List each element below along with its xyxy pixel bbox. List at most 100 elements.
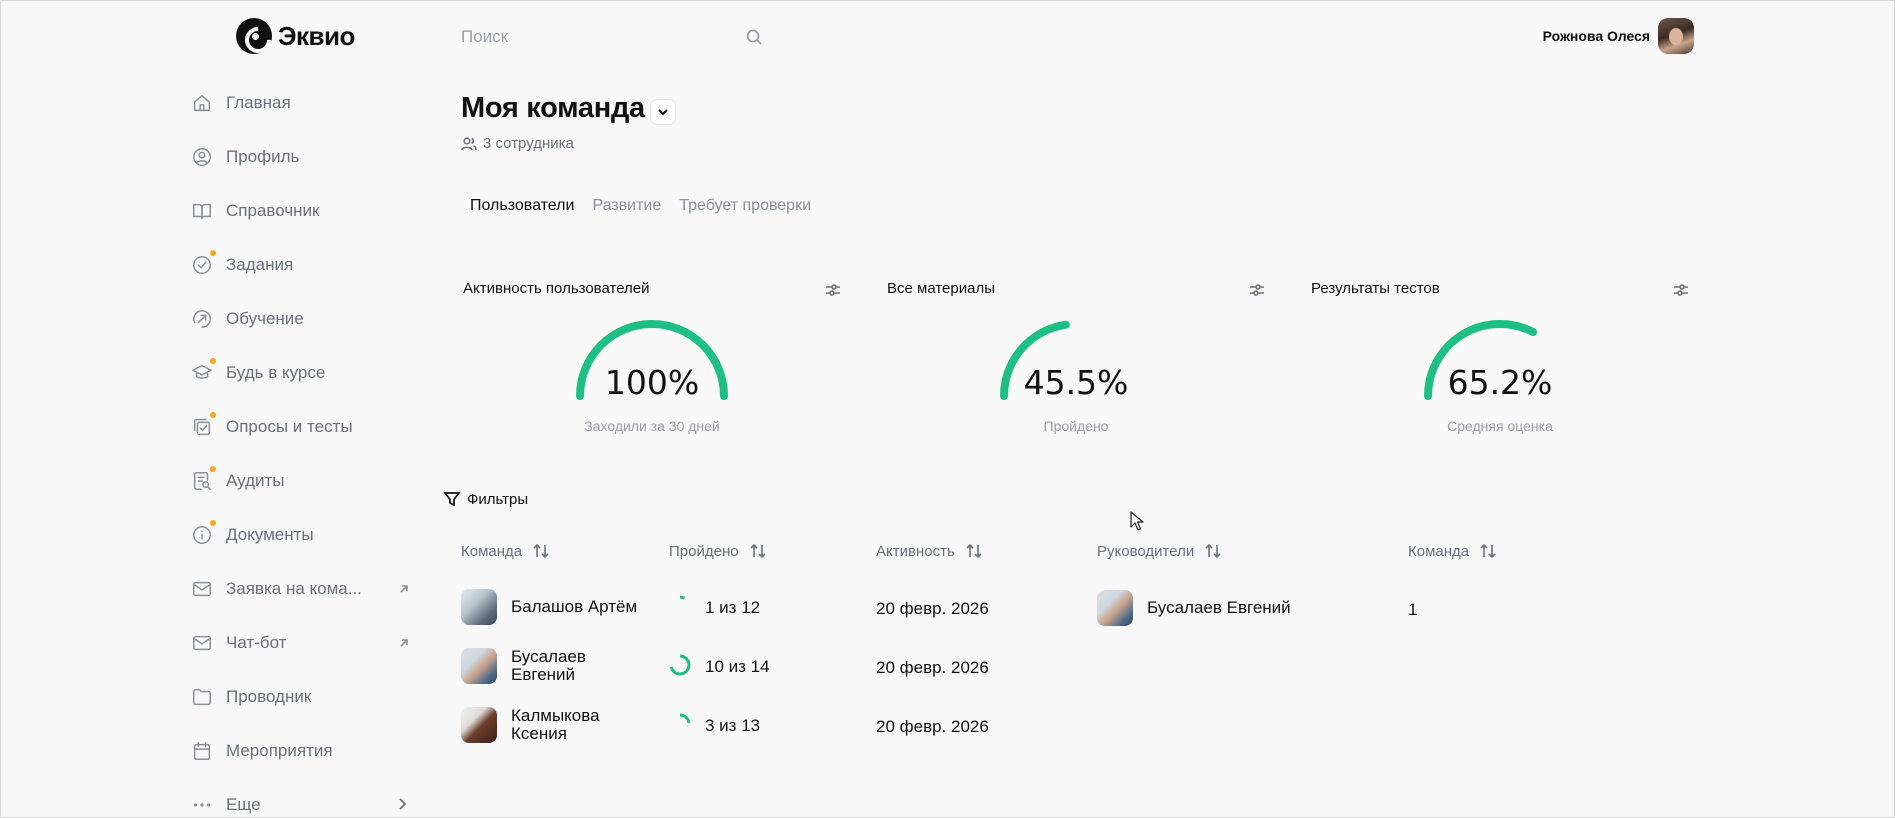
manager-avatar <box>1097 590 1133 626</box>
external-link-icon <box>398 582 410 594</box>
sidebar-item-events[interactable]: Мероприятия <box>190 724 410 778</box>
employee-name-line: Калмыкова <box>511 706 600 725</box>
search-icon[interactable] <box>745 28 763 51</box>
column-header-managers[interactable]: Руководители <box>1097 542 1222 560</box>
mouse-cursor-icon <box>1130 511 1144 536</box>
card-title: Активность пользователей <box>463 280 650 297</box>
sidebar-item-more[interactable]: Еще <box>190 778 410 818</box>
user-menu[interactable]: Рожнова Олеся <box>1543 18 1694 54</box>
page-title: Моя команда <box>461 92 645 124</box>
settings-sliders-icon[interactable] <box>1248 281 1266 304</box>
user-avatar[interactable] <box>1658 18 1694 54</box>
sidebar-item-surveys[interactable]: Опросы и тесты <box>190 400 410 454</box>
user-name: Рожнова Олеся <box>1542 28 1650 44</box>
card-subtitle: Средняя оценка <box>1447 418 1553 434</box>
card-title: Все материалы <box>887 280 995 297</box>
team-dropdown-button[interactable] <box>650 99 676 125</box>
survey-icon <box>190 412 216 439</box>
notification-dot <box>210 412 216 418</box>
tab-development[interactable]: Развитие <box>592 197 662 214</box>
sidebar-item-label: Аудиты <box>226 471 285 490</box>
gauge-arc <box>576 320 728 400</box>
avatar <box>461 648 497 684</box>
card-subtitle: Пройдено <box>1043 418 1109 434</box>
done-count: 10 из 14 <box>705 657 770 676</box>
search-bar <box>461 22 763 52</box>
chevron-down-icon <box>658 109 668 116</box>
external-link-icon <box>398 636 410 648</box>
chat-icon <box>190 631 214 655</box>
info-icon <box>190 520 216 547</box>
sidebar-item-request[interactable]: Заявка на кома... <box>190 562 410 616</box>
sort-icon <box>966 543 982 559</box>
sidebar-item-label: Главная <box>226 93 291 112</box>
filters-button[interactable]: Фильтры <box>443 490 528 508</box>
app-logo[interactable]: Эквио <box>236 18 355 54</box>
sidebar-item-label: Профиль <box>226 147 300 166</box>
employee-name: Бусалаев Евгений <box>511 648 586 684</box>
folder-icon <box>190 685 214 709</box>
learning-icon <box>190 307 214 331</box>
card-title: Результаты тестов <box>1311 280 1440 297</box>
column-header-label: Руководители <box>1097 542 1195 560</box>
sidebar-item-label: Документы <box>226 525 314 544</box>
column-header-activity[interactable]: Активность <box>876 542 983 560</box>
book-icon <box>190 199 214 223</box>
tab-users[interactable]: Пользователи <box>470 197 575 214</box>
activity-date: 20 февр. 2026 <box>876 717 989 736</box>
members-count: 3 сотрудника <box>461 135 574 152</box>
sidebar-item-profile[interactable]: Профиль <box>190 130 410 184</box>
settings-sliders-icon[interactable] <box>1672 281 1690 304</box>
sidebar-item-label: Справочник <box>226 201 320 220</box>
notification-dot <box>210 520 216 526</box>
sidebar-item-audits[interactable]: Аудиты <box>190 454 410 508</box>
sidebar-item-label: Опросы и тесты <box>226 417 353 436</box>
stat-card-all-materials: Все материалы 45.5% Пройдено <box>886 278 1266 448</box>
column-header-label: Активность <box>876 542 955 560</box>
progress-ring <box>668 594 692 618</box>
activity-date: 20 февр. 2026 <box>876 599 989 618</box>
column-header-team[interactable]: Команда <box>461 542 550 560</box>
sidebar-item-label: Обучение <box>226 309 304 328</box>
tabs: Пользователи Развитие Требует проверки <box>461 196 820 224</box>
chevron-right-icon <box>394 796 410 817</box>
employee-name: Балашов Артём <box>511 598 637 616</box>
home-icon <box>190 91 214 115</box>
graduation-cap-icon <box>190 358 216 385</box>
sidebar-item-chatbot[interactable]: Чат-бот <box>190 616 410 670</box>
manager-name[interactable]: Бусалаев Евгений <box>1147 598 1291 617</box>
sidebar-item-tasks[interactable]: Задания <box>190 238 410 292</box>
search-input[interactable] <box>461 27 721 47</box>
column-header-label: Команда <box>1408 542 1470 560</box>
sidebar-item-home[interactable]: Главная <box>190 76 410 130</box>
progress-ring <box>668 653 692 677</box>
sidebar-item-news[interactable]: Будь в курсе <box>190 346 410 400</box>
settings-sliders-icon[interactable] <box>824 281 842 304</box>
sidebar-item-documents[interactable]: Документы <box>190 508 410 562</box>
gauge <box>1420 320 1580 400</box>
employee-name: Калмыкова Ксения <box>511 707 600 743</box>
column-header-team-2[interactable]: Команда <box>1408 542 1497 560</box>
tab-needs-review[interactable]: Требует проверки <box>679 197 812 214</box>
more-icon <box>190 793 214 817</box>
check-circle-icon <box>190 250 216 277</box>
sidebar-item-learning[interactable]: Обучение <box>190 292 410 346</box>
sidebar-item-label: Задания <box>226 255 294 274</box>
sort-icon <box>1205 543 1221 559</box>
avatar <box>461 707 497 743</box>
gauge-value: 100% <box>604 363 700 402</box>
progress-ring <box>668 712 692 736</box>
sidebar-item-label: Еще <box>226 795 261 814</box>
gauge-value: 45.5% <box>1023 363 1129 402</box>
sidebar-item-explorer[interactable]: Проводник <box>190 670 410 724</box>
sort-icon <box>1480 543 1496 559</box>
sidebar-item-label: Проводник <box>226 687 312 706</box>
calendar-icon <box>190 739 214 763</box>
gauge-arc <box>1000 320 1070 400</box>
app-name: Эквио <box>278 20 355 51</box>
sidebar-item-directory[interactable]: Справочник <box>190 184 410 238</box>
employee-name-line: Балашов Артём <box>511 597 638 616</box>
sort-icon <box>750 543 766 559</box>
profile-icon <box>190 145 214 169</box>
column-header-done[interactable]: Пройдено <box>669 542 767 560</box>
